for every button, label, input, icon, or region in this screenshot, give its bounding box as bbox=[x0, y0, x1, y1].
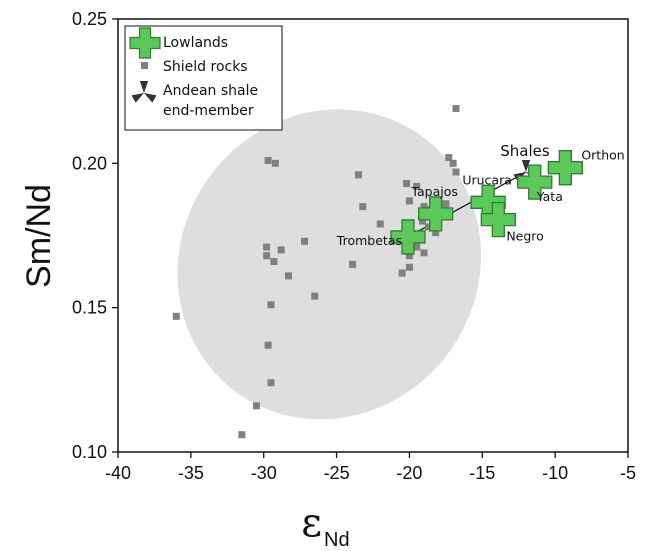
legend-andean-icon bbox=[131, 81, 157, 103]
point-labels: Shales Trombetas Tapajos Urucara Negro Yata Or… bbox=[336, 142, 625, 248]
shield-rock-point bbox=[449, 159, 457, 167]
label-tapajos: Tapajos bbox=[410, 184, 457, 199]
shield-rock-point bbox=[267, 379, 275, 387]
shield-rock-point bbox=[445, 154, 453, 162]
shield-rock-point bbox=[267, 301, 275, 309]
shield-rock-point bbox=[452, 168, 460, 176]
shield-rock-point bbox=[264, 156, 272, 164]
lowlands-point-trombetas bbox=[390, 219, 426, 255]
shield-rock-point bbox=[452, 104, 460, 112]
shield-rock-point bbox=[270, 257, 278, 265]
shield-rock-point bbox=[238, 431, 246, 439]
x-tick-label: -25 bbox=[324, 463, 350, 483]
legend-lowlands-icon bbox=[129, 27, 161, 59]
shield-rock-point bbox=[432, 229, 440, 237]
shield-rock-point bbox=[263, 243, 271, 251]
shield-rock-point bbox=[301, 237, 309, 245]
label-trombetas: Trombetas bbox=[336, 233, 402, 248]
lowlands-point-yata bbox=[517, 164, 553, 200]
x-axis-label-subscript: Nd bbox=[324, 529, 350, 551]
legend-shield-icon bbox=[141, 62, 148, 69]
axes: -40 -35 -30 -25 -20 -15 -10 -5 0.10 0.15 0.20 0.25 bbox=[72, 9, 636, 483]
shield-rock-point bbox=[354, 171, 362, 179]
shield-rock-point bbox=[424, 223, 432, 231]
shield-rock-point bbox=[252, 402, 260, 410]
label-urucara: Urucara bbox=[462, 172, 512, 187]
shield-rock-point bbox=[271, 159, 279, 167]
x-tick-label: -30 bbox=[251, 463, 277, 483]
lowlands-point-tapajos bbox=[418, 196, 454, 232]
x-tick-label: -5 bbox=[620, 463, 636, 483]
y-tick-label: 0.25 bbox=[72, 9, 107, 29]
label-orthon: Orthon bbox=[581, 148, 624, 163]
lowlands-series bbox=[390, 150, 583, 255]
label-shales: Shales bbox=[500, 142, 550, 160]
shield-rock-point bbox=[349, 260, 357, 268]
legend-label-0: Lowlands bbox=[163, 35, 228, 51]
x-tick-label: -10 bbox=[542, 463, 568, 483]
shield-rock-point bbox=[405, 263, 413, 271]
x-tick-label: -20 bbox=[396, 463, 422, 483]
shield-rock-point bbox=[284, 272, 292, 280]
shield-rock-point bbox=[413, 243, 421, 251]
lowlands-point-negro bbox=[480, 201, 516, 238]
x-tick-label: -35 bbox=[178, 463, 204, 483]
shield-rocks-series bbox=[172, 104, 486, 439]
y-tick-label: 0.20 bbox=[72, 153, 107, 173]
shield-rock-point bbox=[405, 252, 413, 260]
shield-rock-point bbox=[277, 246, 285, 254]
x-tick-label: -40 bbox=[105, 463, 131, 483]
shield-rock-point bbox=[311, 292, 319, 300]
shield-rock-point bbox=[376, 220, 384, 228]
shield-rock-point bbox=[172, 312, 180, 320]
y-axis-label: Sm/Nd bbox=[20, 184, 58, 288]
shield-rock-point bbox=[420, 203, 428, 211]
x-axis-label: ε bbox=[301, 500, 322, 546]
legend: Lowlands Shield rocks Andean shale end-memb… bbox=[124, 25, 283, 131]
shield-rock-point bbox=[359, 203, 367, 211]
shield-rock-point bbox=[413, 182, 421, 190]
label-yata: Yata bbox=[536, 189, 563, 204]
lowlands-point-orthon bbox=[547, 150, 583, 186]
y-tick-label: 0.10 bbox=[72, 442, 107, 462]
shield-rock-point bbox=[405, 197, 413, 205]
shield-rock-point bbox=[442, 200, 450, 208]
shield-rock-point bbox=[419, 217, 427, 225]
legend-label-1: Shield rocks bbox=[163, 59, 248, 75]
y-tick-label: 0.15 bbox=[72, 298, 107, 318]
shield-rock-point bbox=[403, 180, 411, 188]
plot-frame bbox=[117, 18, 629, 453]
shield-rock-point bbox=[420, 249, 428, 257]
legend-label-3: end-member bbox=[163, 103, 254, 119]
shield-rock-point bbox=[264, 341, 272, 349]
shield-rock-point bbox=[263, 252, 271, 260]
label-negro: Negro bbox=[506, 229, 544, 244]
legend-label-2: Andean shale bbox=[163, 83, 258, 99]
x-tick-label: -15 bbox=[469, 463, 495, 483]
shield-rock-point bbox=[398, 269, 406, 277]
